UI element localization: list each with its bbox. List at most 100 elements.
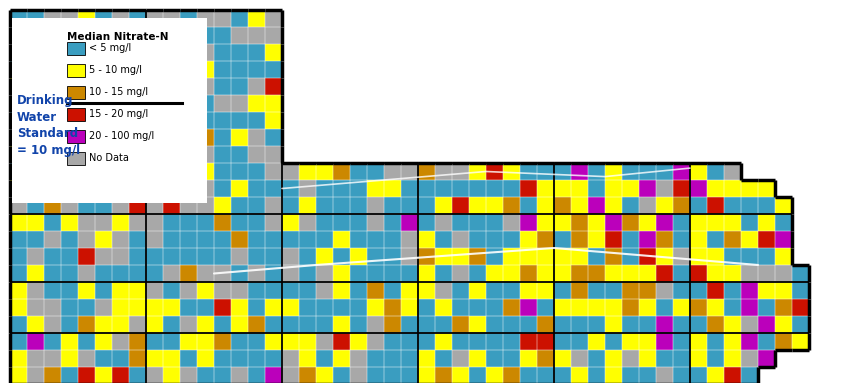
Bar bbox=[554, 214, 571, 231]
Bar bbox=[129, 61, 146, 78]
Bar bbox=[197, 95, 214, 112]
Bar bbox=[214, 146, 231, 163]
Bar bbox=[520, 197, 537, 214]
Bar bbox=[673, 282, 690, 299]
Bar bbox=[656, 333, 673, 350]
Bar bbox=[163, 197, 180, 214]
Bar bbox=[333, 367, 350, 383]
Bar bbox=[197, 44, 214, 61]
Bar bbox=[27, 316, 44, 333]
Bar bbox=[316, 265, 333, 282]
Bar bbox=[588, 333, 605, 350]
Bar bbox=[112, 231, 129, 248]
Bar bbox=[537, 214, 554, 231]
Bar bbox=[78, 231, 95, 248]
Bar bbox=[146, 316, 163, 333]
Bar bbox=[792, 333, 809, 350]
Bar bbox=[231, 350, 248, 367]
Bar bbox=[27, 10, 44, 27]
Bar bbox=[282, 282, 299, 299]
Bar bbox=[537, 350, 554, 367]
Bar bbox=[622, 350, 639, 367]
Bar bbox=[180, 197, 197, 214]
Bar bbox=[639, 333, 656, 350]
Bar bbox=[401, 367, 418, 383]
Bar bbox=[10, 61, 27, 78]
Bar bbox=[248, 299, 265, 316]
Bar bbox=[146, 350, 163, 367]
Bar bbox=[78, 214, 95, 231]
Bar bbox=[231, 231, 248, 248]
Bar bbox=[78, 163, 95, 180]
Bar bbox=[112, 44, 129, 61]
Bar bbox=[61, 44, 78, 61]
Bar bbox=[452, 367, 469, 383]
Bar bbox=[571, 367, 588, 383]
Bar bbox=[758, 350, 775, 367]
Bar bbox=[163, 146, 180, 163]
Bar bbox=[129, 163, 146, 180]
Bar bbox=[95, 231, 112, 248]
Bar bbox=[486, 265, 503, 282]
Bar bbox=[61, 27, 78, 44]
Bar bbox=[486, 350, 503, 367]
Bar bbox=[27, 197, 44, 214]
Bar bbox=[588, 367, 605, 383]
Bar bbox=[554, 316, 571, 333]
Bar bbox=[656, 282, 673, 299]
Bar bbox=[503, 231, 520, 248]
Bar bbox=[469, 282, 486, 299]
Bar bbox=[112, 367, 129, 383]
Bar bbox=[639, 197, 656, 214]
Bar bbox=[741, 231, 758, 248]
Bar bbox=[469, 214, 486, 231]
Bar bbox=[316, 333, 333, 350]
Bar bbox=[129, 231, 146, 248]
Bar bbox=[112, 231, 129, 248]
Bar bbox=[418, 367, 435, 383]
Bar bbox=[537, 282, 554, 299]
Bar bbox=[67, 64, 85, 77]
Bar bbox=[588, 214, 605, 231]
Bar bbox=[741, 350, 758, 367]
Bar bbox=[10, 214, 27, 231]
Bar bbox=[61, 231, 78, 248]
Bar bbox=[486, 316, 503, 333]
Bar bbox=[316, 197, 333, 214]
Bar bbox=[384, 231, 401, 248]
Bar bbox=[78, 367, 95, 383]
Bar bbox=[265, 214, 282, 231]
Bar bbox=[435, 299, 452, 316]
Bar bbox=[503, 299, 520, 316]
Bar bbox=[248, 282, 265, 299]
Bar bbox=[469, 299, 486, 316]
Bar bbox=[44, 95, 61, 112]
Bar bbox=[622, 180, 639, 197]
Bar bbox=[469, 248, 486, 265]
Bar bbox=[61, 214, 78, 231]
Bar bbox=[10, 27, 27, 44]
Bar bbox=[95, 44, 112, 61]
Bar bbox=[265, 78, 282, 95]
Bar bbox=[656, 214, 673, 231]
Bar bbox=[316, 248, 333, 265]
Bar bbox=[95, 61, 112, 78]
Bar bbox=[690, 282, 707, 299]
Bar bbox=[401, 197, 418, 214]
Bar bbox=[10, 333, 27, 350]
Bar bbox=[656, 350, 673, 367]
Bar bbox=[197, 146, 214, 163]
Bar bbox=[724, 180, 741, 197]
Bar bbox=[724, 350, 741, 367]
Bar bbox=[214, 129, 231, 146]
Bar bbox=[112, 367, 129, 383]
Bar bbox=[129, 197, 146, 214]
Bar bbox=[163, 95, 180, 112]
Bar bbox=[248, 129, 265, 146]
Bar bbox=[265, 61, 282, 78]
Bar bbox=[333, 350, 350, 367]
Bar bbox=[10, 112, 27, 129]
Bar bbox=[452, 333, 469, 350]
Bar bbox=[588, 248, 605, 265]
Bar bbox=[724, 248, 741, 265]
